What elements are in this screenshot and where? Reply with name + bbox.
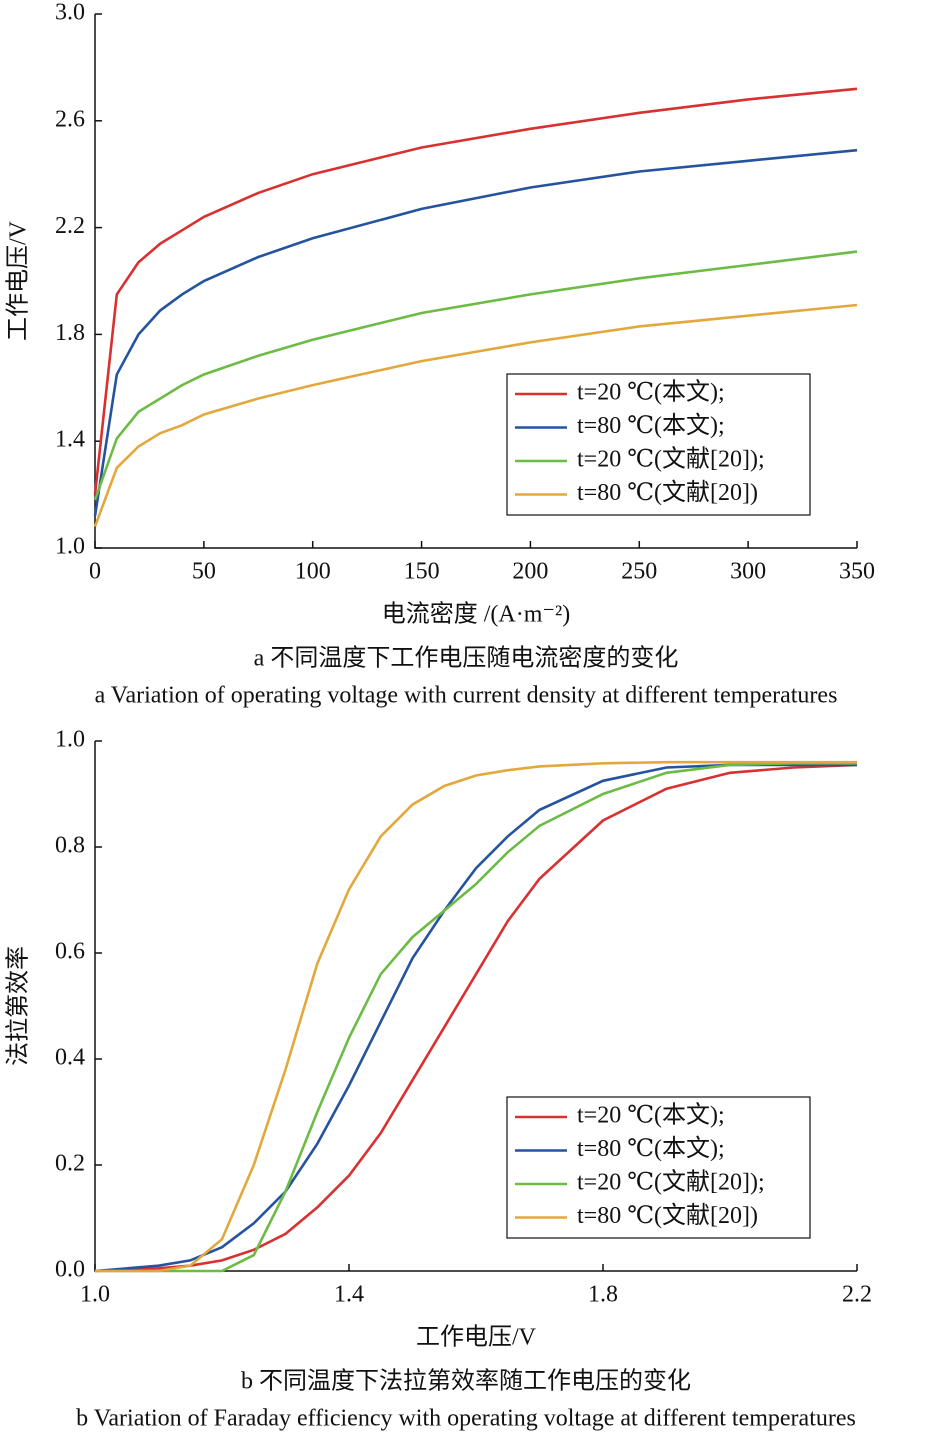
y-tick-label: 1.4 (55, 427, 85, 453)
data-line (93, 303, 858, 528)
caption-en: a Variation of operating voltage with cu… (95, 683, 838, 709)
data-line (93, 87, 858, 495)
y-tick-label: 2.2 (55, 213, 85, 239)
y-tick-label: 1.8 (55, 320, 85, 346)
caption: a 不同温度下工作电压随电流密度的变化 (254, 645, 679, 672)
y-axis-label: 工作电压/V (5, 220, 32, 341)
caption: b 不同温度下法拉第效率随工作电压的变化 (241, 1368, 691, 1395)
x-tick-label: 1.8 (588, 1282, 618, 1308)
legend-label: t=20 ℃(本文); (577, 379, 725, 406)
data-line (94, 763, 858, 1273)
y-tick-label: 0.4 (55, 1045, 85, 1071)
x-tick-label: 250 (621, 559, 657, 585)
legend-label: t=80 ℃(本文); (577, 1135, 725, 1162)
x-axis-label: 工作电压/V (416, 1324, 537, 1351)
legend-label: t=80 ℃(文献[20]) (577, 1202, 758, 1229)
y-tick-label: 1.0 (55, 727, 85, 753)
y-tick-label: 3.0 (55, 0, 85, 26)
data-line (95, 760, 857, 1273)
data-line (93, 250, 858, 501)
x-tick-label: 350 (839, 559, 875, 585)
y-tick-label: 2.6 (55, 106, 85, 132)
x-tick-label: 1.0 (80, 1282, 110, 1308)
x-tick-label: 50 (192, 559, 216, 585)
x-tick-label: 300 (730, 559, 766, 585)
legend-label: t=20 ℃(文献[20]); (577, 446, 765, 473)
caption-en: b Variation of Faraday efficiency with o… (76, 1406, 856, 1432)
y-tick-label: 0.8 (55, 833, 85, 859)
legend-label: t=80 ℃(文献[20]) (577, 479, 758, 506)
y-axis-label: 法拉第效率 (5, 946, 32, 1066)
legend-label: t=20 ℃(本文); (577, 1102, 725, 1129)
data-line (95, 762, 857, 1273)
y-tick-label: 0.2 (55, 1151, 85, 1177)
y-tick-label: 0.0 (55, 1257, 85, 1283)
x-tick-label: 0 (89, 559, 101, 585)
legend-label: t=20 ℃(文献[20]); (577, 1169, 765, 1196)
y-tick-label: 0.6 (55, 939, 85, 965)
x-tick-label: 200 (512, 559, 548, 585)
legend-label: t=80 ℃(本文); (577, 412, 725, 439)
legend-box (506, 373, 811, 516)
x-tick-label: 2.2 (842, 1282, 872, 1308)
legend-box (506, 1096, 811, 1239)
data-line (93, 148, 858, 517)
data-line (94, 763, 857, 1273)
x-tick-label: 1.4 (334, 1282, 364, 1308)
x-tick-label: 150 (404, 559, 440, 585)
x-axis-label: 电流密度 /(A·m⁻²) (382, 601, 571, 628)
x-tick-label: 100 (295, 559, 331, 585)
y-tick-label: 1.0 (55, 534, 85, 560)
